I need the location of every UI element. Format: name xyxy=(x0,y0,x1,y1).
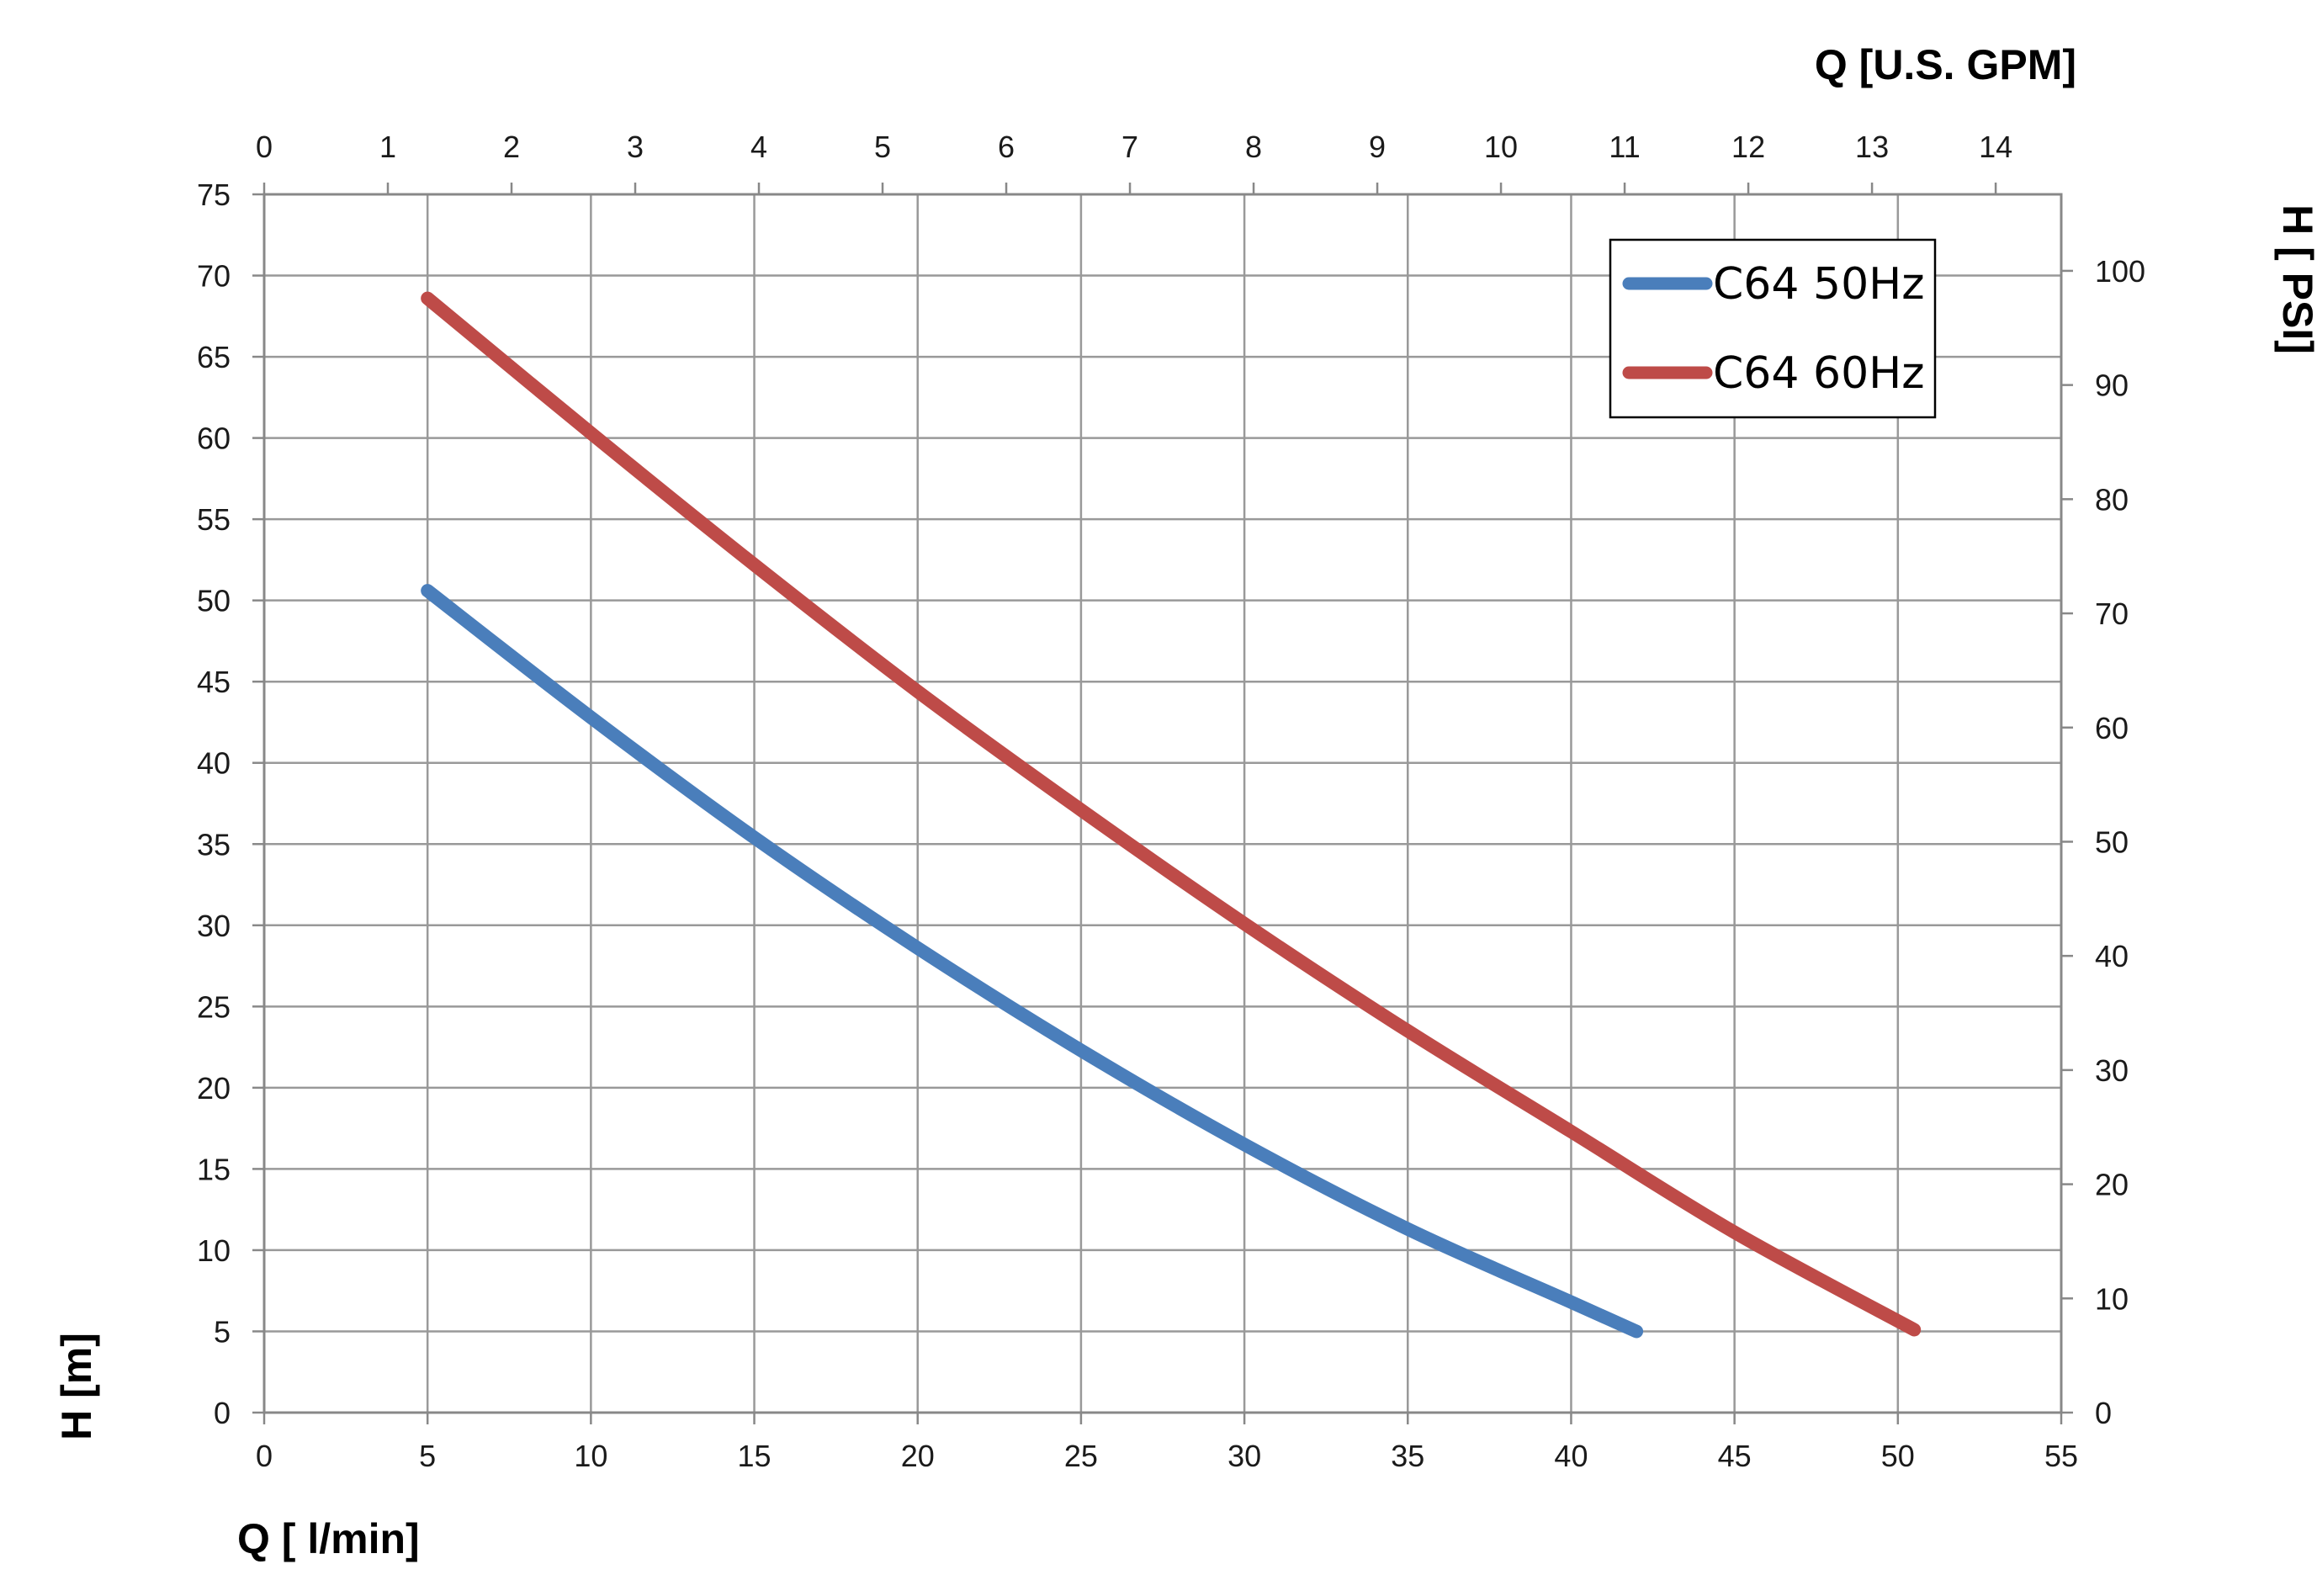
x-top-tick-label: 9 xyxy=(1369,130,1386,164)
y-right-tick-label: 60 xyxy=(2095,711,2129,745)
x-top-tick-label: 10 xyxy=(1484,130,1518,164)
right-axis-ticks: 0 10 20 30 40 50 60 70 80 90 100 xyxy=(2061,254,2145,1430)
x-bottom-tick-label: 10 xyxy=(574,1439,607,1473)
bottom-axis-ticks: 0 5 10 15 20 25 30 35 40 45 50 55 xyxy=(256,1413,2078,1473)
x-bottom-axis-title: Q [ l/min] xyxy=(237,1515,420,1562)
x-top-tick-label: 12 xyxy=(1731,130,1765,164)
y-left-tick-label: 35 xyxy=(197,827,231,862)
y-left-tick-label: 70 xyxy=(197,259,231,294)
x-top-tick-label: 3 xyxy=(627,130,644,164)
y-left-tick-label: 40 xyxy=(197,746,231,781)
legend: C64 50Hz C64 60Hz xyxy=(1609,238,1937,419)
x-top-tick-label: 14 xyxy=(1979,130,2012,164)
y-right-tick-label: 100 xyxy=(2095,254,2145,289)
y-right-tick-label: 40 xyxy=(2095,939,2129,973)
y-right-tick-label: 50 xyxy=(2095,825,2129,859)
y-left-tick-label: 65 xyxy=(197,340,231,374)
y-left-tick-label: 10 xyxy=(197,1233,231,1268)
y-right-tick-label: 20 xyxy=(2095,1168,2129,1202)
x-top-tick-label: 6 xyxy=(998,130,1015,164)
legend-box xyxy=(1609,238,1937,419)
plot-frame xyxy=(262,193,2063,1414)
x-bottom-tick-label: 20 xyxy=(901,1439,935,1473)
y-right-tick-label: 90 xyxy=(2095,369,2129,403)
x-bottom-tick-label: 5 xyxy=(419,1439,436,1473)
x-top-tick-label: 7 xyxy=(1121,130,1138,164)
x-top-tick-label: 2 xyxy=(503,130,520,164)
legend-label-c64-50hz: C64 50Hz xyxy=(1713,259,1925,310)
y-left-tick-label: 55 xyxy=(197,502,231,537)
series-line-c64-50hz xyxy=(421,584,1644,1339)
y-left-tick-label: 75 xyxy=(197,178,231,212)
y-left-tick-label: 25 xyxy=(197,989,231,1024)
y-left-tick-label: 60 xyxy=(197,422,231,456)
y-left-tick-label: 0 xyxy=(214,1396,231,1430)
y-left-tick-label: 30 xyxy=(197,909,231,943)
y-left-axis-title: H [m] xyxy=(53,1333,100,1440)
top-axis-ticks: 0 1 2 3 4 5 6 7 8 9 10 11 12 13 14 xyxy=(256,130,2012,194)
y-right-tick-label: 70 xyxy=(2095,597,2129,631)
x-top-axis-title: Q [U.S. GPM] xyxy=(1815,41,2076,88)
left-axis-ticks: 0 5 10 15 20 25 30 35 40 45 50 55 60 65 70 75 xyxy=(197,178,264,1430)
x-top-tick-label: 8 xyxy=(1245,130,1262,164)
x-bottom-tick-label: 15 xyxy=(738,1439,771,1473)
x-bottom-tick-label: 30 xyxy=(1227,1439,1261,1473)
x-bottom-tick-label: 0 xyxy=(256,1439,273,1473)
x-top-tick-label: 0 xyxy=(256,130,273,164)
x-top-tick-label: 4 xyxy=(750,130,767,164)
x-bottom-tick-label: 50 xyxy=(1881,1439,1915,1473)
legend-label-c64-60hz: C64 60Hz xyxy=(1713,348,1925,399)
x-bottom-tick-label: 40 xyxy=(1554,1439,1588,1473)
y-right-axis-title: H [ PSI] xyxy=(2274,204,2317,354)
y-right-tick-label: 0 xyxy=(2095,1396,2112,1430)
y-left-tick-label: 20 xyxy=(197,1071,231,1106)
y-left-tick-label: 5 xyxy=(214,1314,231,1349)
x-bottom-tick-label: 55 xyxy=(2044,1439,2078,1473)
x-top-tick-label: 1 xyxy=(379,130,396,164)
x-top-tick-label: 11 xyxy=(1609,130,1640,164)
series-line-c64-60hz xyxy=(421,291,1922,1337)
x-top-tick-label: 5 xyxy=(874,130,891,164)
series-layer xyxy=(421,291,1922,1339)
y-left-tick-label: 15 xyxy=(197,1152,231,1186)
x-bottom-tick-label: 35 xyxy=(1391,1439,1424,1473)
y-right-tick-label: 10 xyxy=(2095,1281,2129,1316)
x-bottom-tick-label: 25 xyxy=(1064,1439,1098,1473)
y-left-tick-label: 45 xyxy=(197,665,231,699)
y-left-tick-label: 50 xyxy=(197,584,231,618)
x-top-tick-label: 13 xyxy=(1855,130,1889,164)
y-right-tick-label: 80 xyxy=(2095,482,2129,517)
x-bottom-tick-label: 45 xyxy=(1718,1439,1752,1473)
y-right-tick-label: 30 xyxy=(2095,1053,2129,1088)
